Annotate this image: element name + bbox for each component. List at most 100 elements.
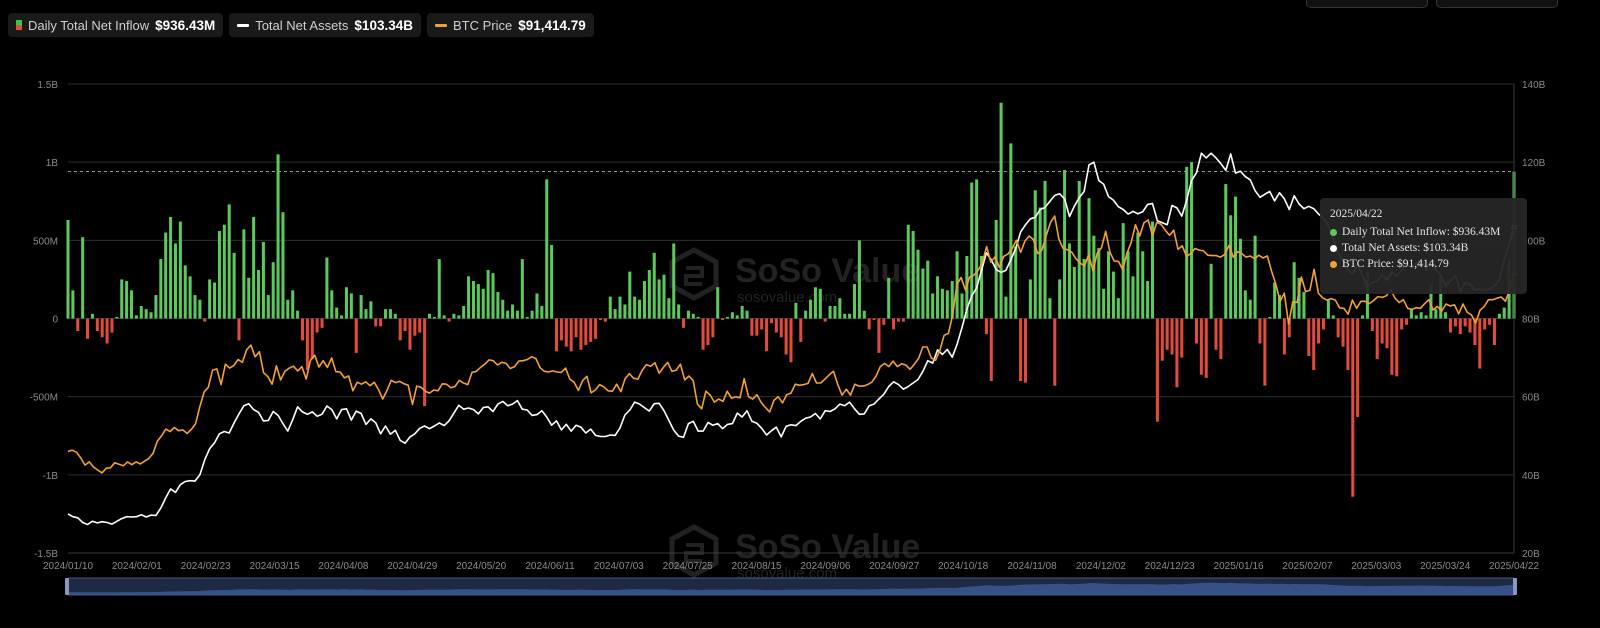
inflow-bar bbox=[169, 216, 173, 319]
tooltip-row: Total Net Assets: $103.34B bbox=[1330, 240, 1517, 256]
inflow-bar bbox=[90, 313, 94, 319]
inflow-bar bbox=[413, 318, 417, 336]
inflow-bar bbox=[813, 287, 817, 319]
inflow-bar bbox=[1277, 295, 1282, 319]
inflow-bar bbox=[1116, 298, 1120, 319]
inflow-bar bbox=[1341, 318, 1345, 347]
x-tick-label: 2024/01/10 bbox=[43, 561, 93, 572]
inflow-bar bbox=[721, 318, 725, 321]
inflow-bar bbox=[457, 315, 461, 319]
inflow-bar bbox=[164, 232, 168, 319]
inflow-bar bbox=[950, 280, 954, 319]
y-right-tick-label: 140B bbox=[1522, 80, 1546, 91]
x-tick-label: 2024/09/06 bbox=[800, 561, 850, 572]
inflow-bar bbox=[852, 284, 857, 319]
inflow-bar bbox=[818, 288, 822, 319]
legend-item-price[interactable]: BTC Price $91,414.79 bbox=[426, 13, 594, 37]
watermark-brand: SoSo Value bbox=[735, 252, 920, 290]
assets-dot-icon bbox=[1330, 244, 1337, 252]
inflow-bar bbox=[554, 318, 559, 352]
inflow-bar bbox=[647, 270, 651, 319]
x-tick-label: 2024/11/08 bbox=[1007, 561, 1057, 572]
inflow-bar bbox=[1331, 315, 1335, 319]
inflow-bar bbox=[1502, 307, 1506, 319]
inflow-bar bbox=[208, 279, 212, 319]
x-tick-label: 2024/12/02 bbox=[1076, 561, 1126, 572]
inflow-bar bbox=[1136, 232, 1140, 319]
inflow-bar bbox=[716, 287, 720, 319]
inflow-bar bbox=[261, 241, 265, 319]
inflow-bar bbox=[1380, 318, 1384, 344]
inflow-bar bbox=[296, 310, 300, 319]
y-right-tick-label: 100B bbox=[1522, 236, 1546, 247]
x-tick-label: 2025/03/03 bbox=[1351, 561, 1401, 572]
inflow-bar bbox=[857, 240, 861, 319]
legend-item-assets[interactable]: Total Net Assets $103.34B bbox=[229, 13, 421, 37]
inflow-bar bbox=[506, 310, 510, 319]
range-navigator[interactable] bbox=[65, 577, 1517, 596]
inflow-bar bbox=[618, 296, 622, 319]
inflow-bar bbox=[462, 305, 466, 319]
inflow-bar bbox=[975, 179, 979, 319]
inflow-bar bbox=[144, 309, 148, 319]
inflow-bar bbox=[1414, 315, 1418, 319]
inflow-bar bbox=[252, 216, 256, 319]
inflow-bar bbox=[603, 318, 607, 322]
inflow-bar bbox=[755, 318, 759, 336]
inflow-bar bbox=[1439, 276, 1443, 319]
y-right-tick-label: 60B bbox=[1522, 393, 1540, 404]
inflow-bar bbox=[110, 318, 114, 333]
inflow-bar bbox=[1053, 318, 1057, 386]
inflow-bar bbox=[330, 290, 334, 319]
x-tick-label: 2024/02/23 bbox=[181, 561, 231, 572]
inflow-bar bbox=[1497, 313, 1501, 319]
inflow-bar bbox=[1434, 309, 1438, 319]
y-left-tick-label: 0 bbox=[52, 315, 58, 326]
inflow-bar bbox=[1141, 251, 1145, 319]
inflow-bar bbox=[1082, 259, 1086, 319]
watermark-brand: SoSo Value bbox=[735, 528, 920, 566]
inflow-bar bbox=[564, 318, 568, 347]
x-tick-label: 2025/04/22 bbox=[1489, 561, 1539, 572]
inflow-bar bbox=[1067, 243, 1071, 319]
inflow-bar bbox=[149, 312, 153, 319]
inflow-bar bbox=[1092, 235, 1096, 319]
inflow-bar bbox=[1033, 190, 1037, 319]
inflow-bar bbox=[1028, 279, 1032, 319]
inflow-bar bbox=[320, 318, 324, 328]
inflow-bar bbox=[1444, 312, 1448, 319]
legend-item-inflow[interactable]: Daily Total Net Inflow $936.43M bbox=[8, 13, 224, 37]
inflow-bar bbox=[198, 299, 202, 319]
inflow-bar bbox=[217, 230, 221, 319]
top-control-button[interactable] bbox=[1306, 0, 1428, 8]
inflow-bar bbox=[550, 245, 554, 319]
inflow-bar bbox=[398, 318, 402, 341]
inflow-bar bbox=[115, 316, 119, 319]
top-control-button[interactable] bbox=[1436, 0, 1558, 8]
inflow-bar bbox=[1219, 318, 1223, 360]
legend: Daily Total Net Inflow $936.43M Total Ne… bbox=[8, 13, 594, 37]
inflow-bar bbox=[892, 318, 896, 330]
inflow-bar bbox=[344, 287, 348, 319]
inflow-dot-icon bbox=[1330, 228, 1337, 236]
inflow-bar bbox=[1302, 291, 1306, 319]
tooltip: 2025/04/22 Daily Total Net Inflow: $936.… bbox=[1320, 198, 1527, 294]
inflow-bar bbox=[1429, 284, 1433, 319]
inflow-bar bbox=[154, 295, 158, 319]
inflow-bar bbox=[242, 229, 246, 319]
inflow-bar bbox=[672, 243, 676, 319]
inflow-bar bbox=[467, 276, 471, 319]
inflow-bar bbox=[1199, 318, 1203, 375]
inflow-bar bbox=[725, 316, 730, 319]
inflow-bar bbox=[486, 270, 490, 319]
watermarks: SoSo Value sosovalue.com SoSo Value soso… bbox=[669, 247, 920, 582]
inflow-bar bbox=[789, 318, 793, 363]
inflow-bar bbox=[1180, 318, 1184, 358]
inflow-bar bbox=[335, 307, 339, 319]
inflow-bar bbox=[501, 299, 505, 319]
inflow-bar bbox=[848, 313, 852, 319]
navigator-handle-right bbox=[1513, 578, 1517, 595]
x-tick-label: 2024/08/15 bbox=[732, 561, 782, 572]
inflow-bar bbox=[491, 273, 495, 319]
